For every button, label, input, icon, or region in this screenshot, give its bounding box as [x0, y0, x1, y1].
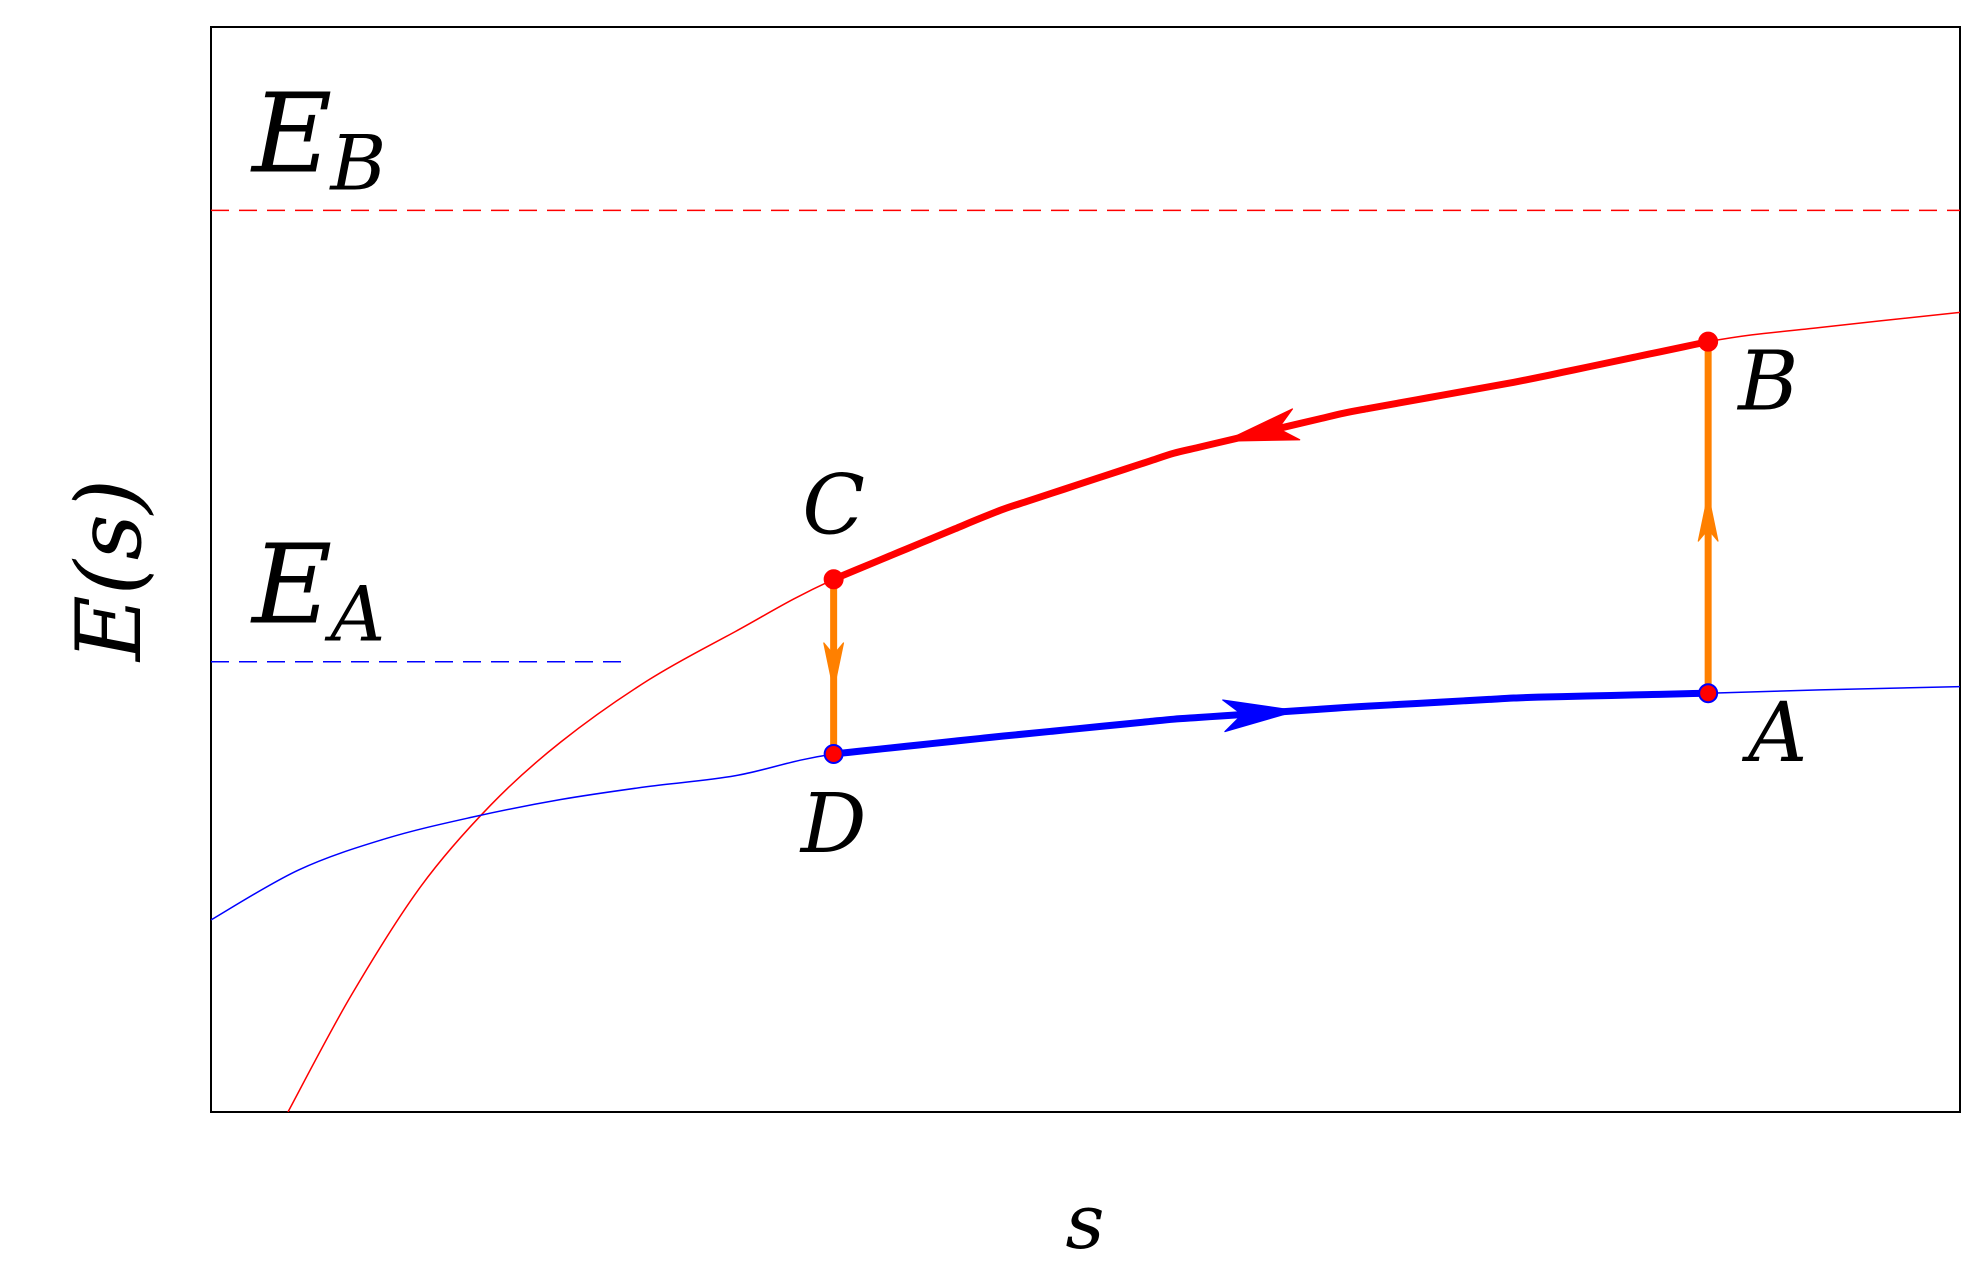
overlay-layer: EB EA A B C D — [250, 69, 1807, 872]
cycle-point-d — [823, 743, 844, 764]
arrow-b-to-c — [1224, 408, 1301, 442]
arrow-c-to-d — [823, 642, 845, 691]
level-label-a: EA — [250, 521, 385, 659]
arrow-a-to-b — [1697, 493, 1719, 542]
cycle-point-a — [1698, 683, 1719, 704]
cycle-label-c: C — [802, 458, 865, 553]
cycle-label-a: A — [1741, 686, 1807, 781]
arrow-d-to-a — [1222, 699, 1298, 733]
level-label-b: EB — [250, 69, 386, 207]
x-axis-label: s — [1065, 1177, 1104, 1266]
cycle-point-c — [823, 569, 844, 590]
cycle-label-d: D — [799, 777, 867, 872]
plot-frame — [210, 26, 1961, 1113]
cycle-point-b — [1698, 331, 1719, 352]
y-axis-label: E(s) — [57, 479, 162, 663]
cycle-label-b: B — [1736, 335, 1798, 430]
